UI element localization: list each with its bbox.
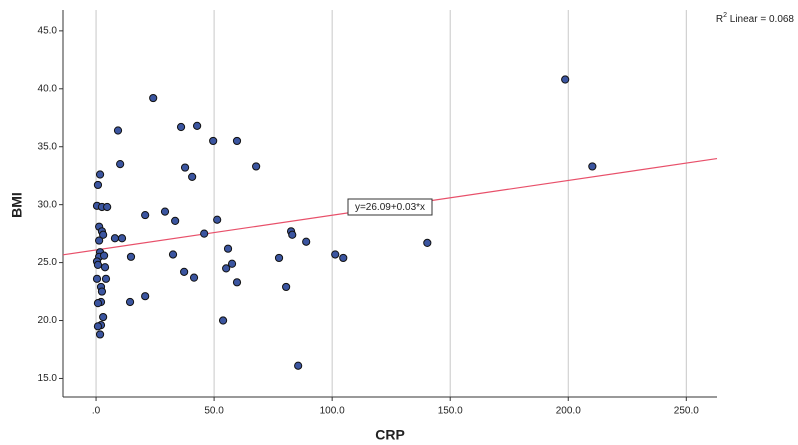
point <box>252 162 261 171</box>
point <box>200 229 209 238</box>
point <box>227 259 237 268</box>
point <box>168 250 178 259</box>
point <box>100 263 110 272</box>
x-tick-label: 200.0 <box>556 406 581 417</box>
point <box>99 230 108 239</box>
point <box>423 238 432 247</box>
x-tick-label: 100.0 <box>320 406 345 417</box>
point <box>209 136 218 146</box>
point <box>171 216 180 225</box>
x-tick-label: 150.0 <box>438 406 463 417</box>
point <box>294 361 303 370</box>
point <box>116 160 125 169</box>
point <box>141 210 150 220</box>
y-tick-label: 15.0 <box>38 373 58 384</box>
x-axis-title: CRP <box>375 427 405 443</box>
point <box>331 250 340 259</box>
r2-sup: 2 <box>723 12 727 19</box>
point <box>561 75 570 84</box>
point <box>110 234 120 243</box>
point <box>288 230 297 239</box>
point <box>180 163 190 172</box>
point <box>189 273 199 282</box>
y-tick-label: 30.0 <box>38 199 58 210</box>
point <box>92 274 102 283</box>
x-tick-label: 50.0 <box>204 406 224 417</box>
point <box>588 162 597 171</box>
point <box>160 207 170 216</box>
point <box>218 316 228 325</box>
r2-suffix: Linear = 0.068 <box>727 14 794 25</box>
point <box>193 121 202 130</box>
point <box>213 215 222 224</box>
point <box>141 292 150 301</box>
point <box>223 244 233 253</box>
r2-prefix: R <box>716 14 723 25</box>
x-tick-label: 250.0 <box>674 406 699 417</box>
y-tick-label: 25.0 <box>38 257 58 268</box>
point <box>99 251 109 260</box>
point <box>282 282 291 292</box>
point <box>93 180 103 190</box>
point <box>95 330 105 339</box>
point <box>97 287 107 296</box>
y-axis-title: BMI <box>9 192 25 218</box>
point <box>302 237 311 246</box>
point <box>93 322 103 331</box>
fit-label: y=26.09+0.03*x <box>355 202 425 213</box>
point <box>103 202 112 212</box>
point <box>232 136 242 146</box>
y-tick-label: 45.0 <box>38 25 58 36</box>
point <box>101 274 111 283</box>
r2-label: R2 Linear = 0.068 <box>716 12 795 25</box>
point <box>95 170 105 179</box>
point <box>117 234 127 243</box>
point <box>99 312 108 322</box>
point <box>126 252 136 261</box>
point <box>125 297 135 307</box>
point <box>188 172 197 181</box>
x-tick-label: .0 <box>92 406 101 417</box>
y-tick-label: 20.0 <box>38 315 58 326</box>
y-tick-label: 35.0 <box>38 141 58 152</box>
point <box>95 236 104 245</box>
point <box>149 93 158 103</box>
point <box>232 278 242 287</box>
point <box>339 253 348 263</box>
point <box>180 267 189 276</box>
point <box>222 264 231 273</box>
point <box>93 260 103 270</box>
point <box>93 299 103 308</box>
y-tick-label: 40.0 <box>38 83 58 94</box>
point <box>176 122 186 132</box>
point <box>274 253 284 263</box>
point <box>113 126 123 135</box>
fit-label-box <box>347 198 433 216</box>
